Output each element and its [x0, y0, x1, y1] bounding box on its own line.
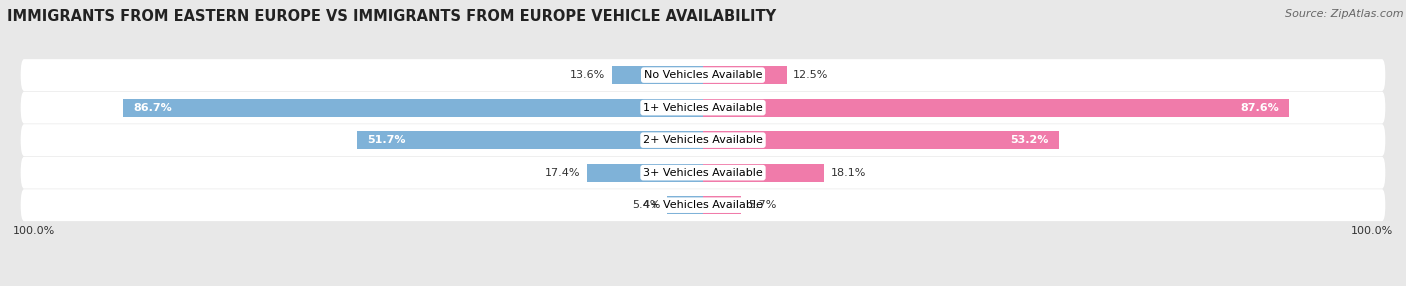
Bar: [357, 131, 703, 149]
FancyBboxPatch shape: [21, 59, 1385, 91]
Text: 17.4%: 17.4%: [544, 168, 579, 178]
Text: IMMIGRANTS FROM EASTERN EUROPE VS IMMIGRANTS FROM EUROPE VEHICLE AVAILABILITY: IMMIGRANTS FROM EASTERN EUROPE VS IMMIGR…: [7, 9, 776, 23]
Bar: [612, 66, 703, 84]
Bar: [124, 99, 703, 117]
Text: 18.1%: 18.1%: [831, 168, 866, 178]
FancyBboxPatch shape: [21, 124, 1385, 156]
Text: 87.6%: 87.6%: [1240, 103, 1279, 113]
Bar: [703, 164, 824, 182]
Text: 2+ Vehicles Available: 2+ Vehicles Available: [643, 135, 763, 145]
Bar: [666, 196, 703, 214]
Text: 4+ Vehicles Available: 4+ Vehicles Available: [643, 200, 763, 210]
Text: 13.6%: 13.6%: [569, 70, 606, 80]
Text: 3+ Vehicles Available: 3+ Vehicles Available: [643, 168, 763, 178]
Bar: [703, 196, 741, 214]
Text: Source: ZipAtlas.com: Source: ZipAtlas.com: [1285, 9, 1403, 19]
FancyBboxPatch shape: [21, 92, 1385, 124]
Bar: [703, 131, 1059, 149]
FancyBboxPatch shape: [21, 189, 1385, 221]
Text: 5.7%: 5.7%: [748, 200, 776, 210]
Text: 51.7%: 51.7%: [367, 135, 406, 145]
Text: 5.4%: 5.4%: [631, 200, 661, 210]
Legend: Immigrants from Eastern Europe, Immigrants from Europe: Immigrants from Eastern Europe, Immigran…: [515, 285, 891, 286]
Bar: [586, 164, 703, 182]
Text: 53.2%: 53.2%: [1011, 135, 1049, 145]
Text: 1+ Vehicles Available: 1+ Vehicles Available: [643, 103, 763, 113]
Bar: [703, 99, 1289, 117]
Text: 12.5%: 12.5%: [793, 70, 828, 80]
Text: 86.7%: 86.7%: [134, 103, 172, 113]
Text: No Vehicles Available: No Vehicles Available: [644, 70, 762, 80]
Bar: [703, 66, 786, 84]
FancyBboxPatch shape: [21, 157, 1385, 188]
